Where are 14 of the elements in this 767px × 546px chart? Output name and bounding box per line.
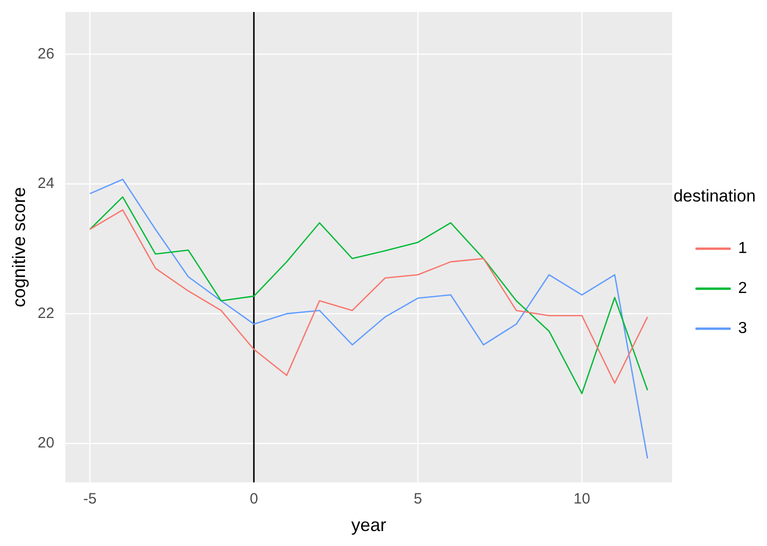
y-tick-label: 20 [38, 434, 54, 452]
y-tick-label: 26 [38, 45, 54, 62]
x-tick-label: 5 [414, 490, 422, 508]
x-axis-title: year [351, 515, 386, 536]
legend-label: 1 [738, 240, 748, 258]
y-tick-label: 24 [38, 175, 54, 192]
legend-label: 3 [738, 320, 748, 338]
x-tick-label: 0 [250, 490, 258, 508]
x-tick-label: -5 [83, 490, 97, 508]
x-tick-label: 10 [574, 490, 590, 508]
y-axis-title: cognitive score [8, 187, 29, 308]
legend-title: destination [673, 186, 756, 206]
legend-label: 2 [738, 280, 748, 298]
y-tick-label: 22 [38, 304, 54, 322]
